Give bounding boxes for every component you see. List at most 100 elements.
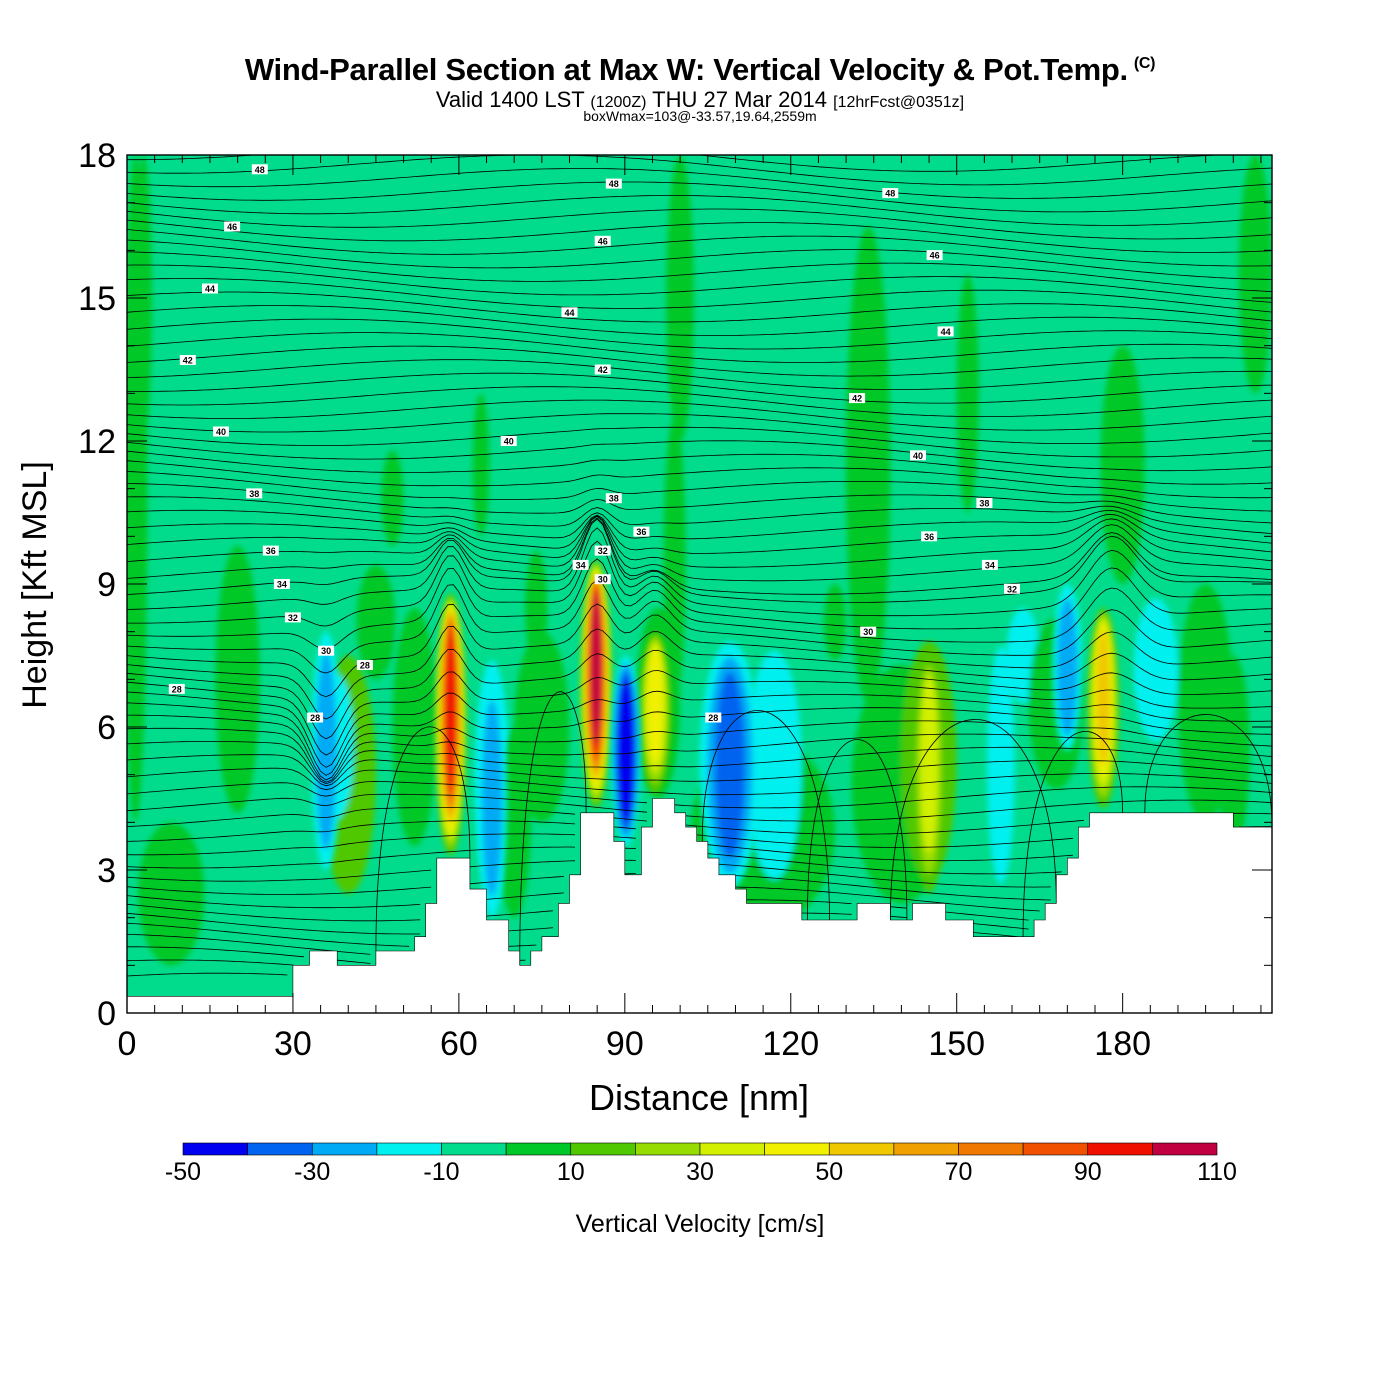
isentrope-label: 46: [594, 235, 611, 246]
valid-date: THU 27 Mar 2014: [652, 87, 828, 112]
colorbar-tick-label: 70: [945, 1158, 973, 1186]
colorbar-tick-label: 110: [1197, 1158, 1237, 1186]
y-tick-label: 12: [78, 423, 116, 461]
colorbar-swatch: [247, 1142, 313, 1156]
colorbar-swatch: [635, 1142, 701, 1156]
isentrope-label: 32: [594, 545, 611, 556]
downdraft-band: [481, 699, 503, 898]
isentrope-line: [127, 450, 1272, 485]
isentrope-label-text: 38: [979, 499, 989, 509]
isentrope-line: [127, 820, 1272, 848]
isentrope-label-box: [605, 493, 622, 504]
isentrope-line: [127, 767, 1272, 796]
isentrope-label: 28: [705, 712, 722, 723]
isentrope-line: [127, 518, 1272, 604]
isentrope-line: [127, 471, 1272, 512]
velocity-patch: [1238, 155, 1272, 394]
isentrope-label: 40: [910, 450, 926, 461]
isentrope-label-text: 46: [227, 222, 237, 232]
x-tick-label: 30: [274, 1025, 312, 1063]
isentrope-label-box: [307, 712, 324, 723]
isentrope-label-box: [594, 545, 611, 556]
isentrope-label-box: [572, 559, 589, 570]
isentrope-label-text: 46: [930, 251, 940, 261]
isentrope-label: 42: [179, 355, 196, 366]
colorbar-swatch: [1022, 1142, 1089, 1156]
isentrope-label-text: 42: [598, 365, 608, 375]
isentrope-label-box: [284, 612, 301, 623]
downdraft-core: [610, 655, 641, 847]
colorbar-swatch: [570, 1142, 636, 1156]
updraft-band: [647, 647, 663, 763]
x-tick-label: 0: [118, 1025, 137, 1063]
isentrope-label-text: 28: [708, 713, 718, 723]
isentrope-label-box: [213, 426, 229, 437]
isentrope-line: [127, 886, 1040, 912]
isentrope-label-box: [594, 364, 611, 375]
isentrope-line: [127, 603, 1272, 698]
isentrope-line: [127, 426, 1272, 458]
isentrope-label-box: [356, 660, 373, 670]
chart-title: Wind-Parallel Section at Max W: Vertical…: [0, 52, 1400, 88]
y-tick-label: 18: [78, 137, 116, 175]
velocity-patch: [215, 545, 260, 813]
isentrope-label: 32: [1004, 583, 1020, 594]
updraft-core: [913, 655, 946, 894]
colorbar-swatch: [828, 1142, 895, 1156]
isentrope-line: [375, 726, 471, 952]
isentrope-line: [127, 727, 1272, 783]
isentrope-line: [1022, 731, 1124, 937]
colorbar-swatch: [311, 1142, 378, 1156]
isentrope-label-box: [981, 559, 998, 570]
isentrope-label-box: [318, 645, 335, 656]
x-tick-label: 60: [440, 1025, 478, 1063]
isentrope-label-text: 28: [360, 661, 370, 671]
isentrope-line: [1144, 714, 1272, 828]
terrain-mask: [127, 798, 1272, 1013]
isentrope-line: [127, 168, 1272, 199]
isentrope-line: [127, 558, 1272, 650]
isentrope-label: 48: [882, 188, 899, 199]
y-tick-label: 0: [97, 995, 116, 1033]
colorbar-tick-label: 50: [815, 1158, 843, 1186]
isentrope-label: 28: [307, 712, 324, 723]
isentrope-line: [127, 181, 1272, 213]
isentrope-label-box: [926, 250, 943, 261]
isentrope-label: 38: [246, 488, 263, 499]
valid-utc: (1200Z): [590, 94, 647, 111]
updraft-core: [434, 593, 467, 856]
updraft-band: [1096, 629, 1110, 766]
forecast-info: [12hrFcst@0351z]: [833, 94, 965, 111]
velocity-patch: [381, 450, 404, 546]
isentrope-line: [127, 515, 1272, 582]
isentrope-label: 48: [605, 178, 622, 189]
velocity-patch: [987, 645, 1015, 885]
colorbar-swatch: [1087, 1142, 1153, 1156]
box-wmax-info: boxWmax=103@-33.57,19.64,2559m: [583, 108, 817, 124]
downdraft-band: [1057, 598, 1078, 737]
isentrope-line: [127, 702, 1272, 776]
isentrope-line: [127, 318, 1272, 350]
updraft-core: [580, 560, 613, 809]
x-tick-label: 90: [606, 1025, 644, 1063]
copyright-mark: (C): [1133, 55, 1156, 72]
isentrope-label-text: 36: [636, 527, 646, 537]
y-tick-label: 6: [97, 709, 116, 747]
isentrope-line: [127, 386, 1272, 417]
colorbar-tick-label: -30: [294, 1158, 330, 1186]
velocity-patch: [525, 550, 548, 666]
isentrope-line: [519, 691, 587, 966]
isentrope-label-box: [594, 574, 611, 585]
isentrope-label: 30: [318, 645, 335, 656]
isentrope-label-box: [262, 545, 279, 556]
velocity-patch: [823, 584, 847, 661]
isentrope-label-box: [882, 188, 899, 199]
isentrope-label-text: 48: [255, 165, 265, 175]
isentrope-label-text: 36: [924, 532, 934, 542]
isentrope-label: 38: [605, 493, 622, 504]
updraft-band: [920, 675, 938, 855]
downdraft-band: [315, 652, 337, 850]
velocity-patch: [663, 417, 686, 704]
plot-area: 48 48 48 46 46 46 44 44 44 42 42 42 40 40 40 38 38 38 36 36…: [127, 155, 1272, 1013]
updraft-core: [639, 631, 672, 794]
